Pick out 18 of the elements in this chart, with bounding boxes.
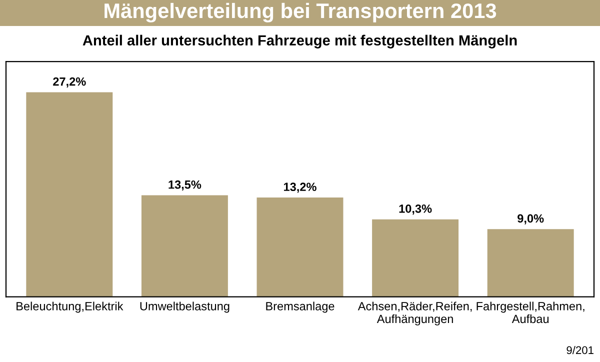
data-label: 10,3% <box>399 204 432 215</box>
x-tick-label: Beleuchtung,Elektrik <box>16 302 124 313</box>
x-tick-label: Achsen,Räder,Reifen, Aufhängungen <box>358 302 472 326</box>
x-tick-label: Fahrgestell,Rahmen, Aufbau <box>476 302 584 324</box>
text: 9/201 <box>566 346 594 354</box>
bar <box>256 198 344 297</box>
data-label: 13,2% <box>284 182 316 193</box>
bar <box>487 229 574 297</box>
chart-subtitle: Anteil aller untersuchten Fahrzeuge mit festgestellten Mängeln <box>82 34 517 48</box>
x-tick-label: Bremsanlage <box>266 302 334 313</box>
bar <box>26 92 113 297</box>
data-label: 9,0% <box>518 214 544 224</box>
bar <box>141 195 228 297</box>
data-label: 27,2% <box>53 77 86 88</box>
data-label: 13,5% <box>168 180 202 190</box>
x-tick-label: Umweltbelastung <box>140 302 230 313</box>
bar <box>372 219 459 297</box>
chart-title: Mängelverteilung bei Transportern 2013 <box>104 2 496 22</box>
